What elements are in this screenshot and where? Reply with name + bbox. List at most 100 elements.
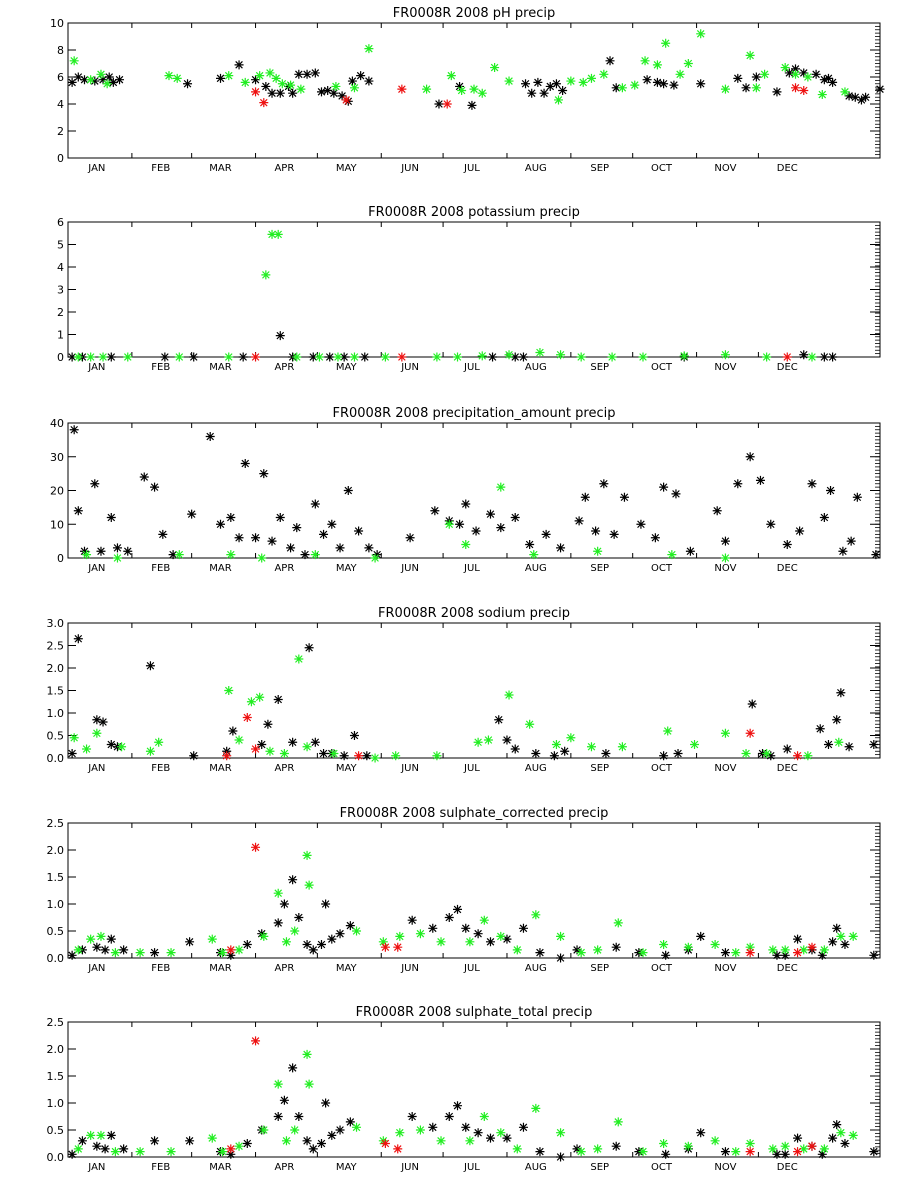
y-tick-label: 2.5 bbox=[47, 640, 65, 653]
x-tick-label: AUG bbox=[525, 362, 547, 373]
x-tick-label: AUG bbox=[525, 163, 547, 174]
data-point bbox=[168, 550, 178, 560]
data-point bbox=[395, 931, 405, 941]
data-point bbox=[314, 352, 324, 362]
data-point bbox=[607, 352, 617, 362]
x-tick-label: JUN bbox=[400, 763, 419, 774]
data-point bbox=[490, 63, 500, 73]
data-point bbox=[275, 513, 285, 522]
data-point bbox=[145, 661, 155, 671]
data-point bbox=[172, 73, 182, 83]
data-point bbox=[846, 536, 856, 546]
data-point bbox=[720, 350, 730, 360]
data-point bbox=[73, 945, 83, 955]
data-point bbox=[663, 726, 673, 736]
data-point bbox=[772, 950, 782, 960]
data-point bbox=[117, 742, 127, 752]
data-point bbox=[104, 72, 114, 82]
chart-title: FR0008R 2008 potassium precip bbox=[368, 205, 580, 220]
data-point bbox=[455, 81, 465, 91]
data-point bbox=[226, 945, 236, 955]
data-point bbox=[768, 1144, 778, 1154]
data-point bbox=[807, 1141, 817, 1151]
y-tick-label: 3.0 bbox=[47, 617, 65, 630]
data-point bbox=[259, 469, 269, 479]
data-point bbox=[502, 735, 512, 745]
data-point bbox=[652, 60, 662, 70]
data-point bbox=[135, 1147, 145, 1157]
data-point bbox=[154, 737, 164, 747]
data-point bbox=[556, 350, 566, 360]
data-point bbox=[308, 945, 318, 955]
x-tick-label: DEC bbox=[777, 362, 798, 373]
data-point bbox=[496, 1128, 506, 1138]
chart-panel-2: FR0008R 2008 potassium precip 0 1 2 3 4 5 6 JAN F… bbox=[57, 205, 881, 373]
data-point bbox=[772, 87, 782, 97]
data-point bbox=[807, 479, 817, 489]
data-point bbox=[251, 1036, 261, 1046]
data-point bbox=[669, 80, 679, 90]
data-point bbox=[251, 75, 261, 85]
data-point bbox=[98, 352, 108, 362]
data-point bbox=[712, 506, 722, 516]
x-tick-label: FEB bbox=[151, 362, 170, 373]
data-point bbox=[259, 931, 269, 941]
x-tick-label: OCT bbox=[651, 1162, 673, 1173]
data-point bbox=[234, 945, 244, 955]
data-point bbox=[106, 1130, 116, 1140]
data-point bbox=[696, 29, 706, 39]
data-point bbox=[488, 352, 498, 362]
data-point bbox=[576, 352, 586, 362]
data-point bbox=[795, 526, 805, 536]
data-point bbox=[496, 931, 506, 941]
data-point bbox=[784, 68, 794, 78]
y-tick-label: 0 bbox=[57, 351, 64, 364]
data-point bbox=[799, 350, 809, 360]
data-point bbox=[512, 1144, 522, 1154]
data-point bbox=[840, 1139, 850, 1148]
data-point bbox=[510, 513, 520, 522]
x-tick-label: JAN bbox=[87, 963, 105, 974]
data-point bbox=[325, 352, 335, 362]
x-tick-label: OCT bbox=[651, 163, 673, 174]
series-flagged bbox=[69, 654, 844, 763]
data-point bbox=[780, 1149, 790, 1159]
data-point bbox=[246, 697, 256, 707]
data-point bbox=[768, 945, 778, 955]
data-point bbox=[69, 425, 79, 435]
data-point bbox=[288, 875, 298, 885]
x-tick-label: MAY bbox=[336, 163, 358, 174]
data-point bbox=[300, 550, 310, 560]
data-point bbox=[263, 719, 273, 729]
data-point bbox=[591, 526, 601, 536]
data-point bbox=[613, 1117, 623, 1127]
x-tick-label: APR bbox=[274, 362, 294, 373]
data-point bbox=[751, 83, 761, 93]
y-tick-label: 20 bbox=[50, 485, 64, 498]
data-point bbox=[259, 98, 269, 108]
data-point bbox=[316, 87, 326, 97]
y-tick-label: 40 bbox=[50, 417, 64, 430]
data-point bbox=[869, 950, 879, 960]
data-point bbox=[840, 87, 850, 97]
y-tick-label: 2 bbox=[57, 125, 64, 138]
data-point bbox=[380, 352, 390, 362]
x-tick-label: NOV bbox=[714, 1162, 736, 1173]
data-point bbox=[310, 68, 320, 78]
y-tick-label: 10 bbox=[50, 518, 64, 531]
data-point bbox=[335, 929, 345, 939]
data-point bbox=[838, 546, 848, 556]
data-point bbox=[661, 950, 671, 960]
data-point bbox=[558, 86, 568, 95]
data-point bbox=[533, 77, 543, 87]
data-point bbox=[205, 432, 215, 441]
data-point bbox=[145, 746, 155, 756]
data-point bbox=[407, 1112, 417, 1121]
x-tick-label: JUN bbox=[400, 563, 419, 574]
chart-panel-4: FR0008R 2008 sodium precip 0.0 0.5 1.0 1.5 2.… bbox=[47, 606, 881, 774]
data-point bbox=[593, 945, 603, 955]
data-point bbox=[251, 533, 261, 543]
data-point bbox=[817, 90, 827, 100]
data-point bbox=[380, 942, 390, 952]
data-point bbox=[696, 79, 706, 89]
